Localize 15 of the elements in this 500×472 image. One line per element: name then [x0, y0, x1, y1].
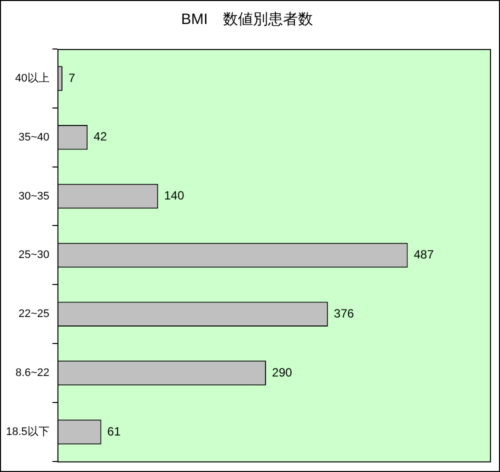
chart-title: BMI 数値別患者数 [181, 11, 313, 28]
data-label: 42 [94, 130, 108, 144]
y-tick-label: 22~25 [18, 308, 50, 320]
data-label: 61 [107, 424, 121, 438]
data-label: 140 [164, 188, 184, 203]
y-tick-label: 40以上 [15, 71, 50, 84]
data-label: 487 [414, 248, 434, 262]
y-tick-label: 8.6~22 [15, 367, 50, 380]
y-tick-label: 30~35 [18, 190, 50, 202]
data-label: 376 [334, 306, 354, 320]
y-tick-label: 18.5以下 [6, 424, 50, 438]
data-label: 7 [68, 70, 76, 85]
data-label: 290 [272, 365, 292, 380]
y-tick-label: 35~40 [18, 131, 50, 144]
y-tick-label: 25~30 [18, 249, 50, 262]
